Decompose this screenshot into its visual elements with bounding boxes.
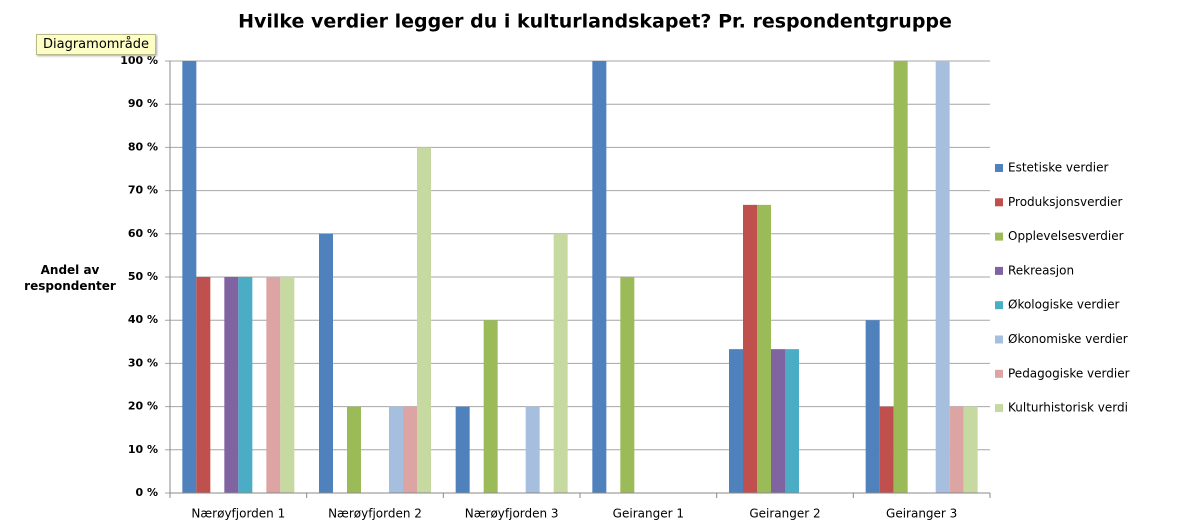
- legend-label: Pedagogiske verdier: [1008, 366, 1130, 380]
- y-tick-label: 30 %: [128, 356, 158, 369]
- legend-swatch: [995, 232, 1003, 241]
- x-tick-label: Geiranger 2: [749, 507, 820, 521]
- y-tick-label: 60 %: [128, 227, 158, 240]
- legend-label: Opplevelsesverdier: [1008, 229, 1124, 243]
- chart-title: Hvilke verdier legger du i kulturlandska…: [238, 11, 952, 33]
- legend-swatch: [995, 164, 1003, 172]
- bar: [771, 349, 785, 493]
- bar: [224, 277, 239, 493]
- tooltip: Diagramområde: [36, 34, 156, 55]
- bar: [757, 204, 771, 493]
- bar: [865, 320, 880, 493]
- bar: [620, 277, 635, 493]
- bar: [455, 406, 470, 493]
- legend-label: Estetiske verdier: [1008, 161, 1108, 175]
- bar: [196, 277, 211, 493]
- legend-swatch: [995, 335, 1003, 344]
- legend-label: Kulturhistorisk verdi: [1008, 401, 1128, 415]
- bar: [935, 61, 950, 493]
- bar: [949, 406, 964, 493]
- bar: [266, 277, 281, 493]
- x-tick-label: Nærøyfjorden 2: [328, 507, 422, 521]
- bar: [319, 233, 333, 494]
- x-tick-label: Nærøyfjorden 3: [465, 507, 559, 521]
- y-tick-label: 0 %: [135, 486, 158, 499]
- y-tick-label: 40 %: [128, 313, 158, 326]
- bar: [592, 61, 607, 493]
- bar: [238, 277, 253, 493]
- bar: [483, 320, 498, 493]
- bar: [963, 406, 978, 493]
- y-tick-label: 100 %: [120, 54, 158, 67]
- bar: [525, 406, 540, 493]
- legend-label: Rekreasjon: [1008, 263, 1074, 277]
- y-axis-label: Andel av respondenter: [24, 263, 116, 293]
- legend-label: Økologiske verdier: [1008, 298, 1119, 312]
- bar: [280, 277, 295, 493]
- y-tick-label: 80 %: [128, 140, 158, 153]
- legend-label: Produksjonsverdier: [1008, 195, 1123, 209]
- x-tick-label: Nærøyfjorden 1: [191, 507, 285, 521]
- legend-swatch: [995, 198, 1003, 207]
- y-tick-label: 90 %: [128, 97, 158, 110]
- legend-label: Økonomiske verdier: [1008, 332, 1128, 346]
- y-tick-label: 70 %: [128, 184, 158, 197]
- legend-swatch: [995, 301, 1003, 310]
- y-tick-label: 50 %: [128, 270, 158, 283]
- bar: [879, 406, 894, 493]
- x-tick-label: Geiranger 3: [886, 507, 957, 521]
- bar: [743, 204, 757, 493]
- y-tick-label: 20 %: [128, 400, 158, 413]
- bar: [417, 147, 431, 493]
- bar: [389, 406, 403, 493]
- bar: [553, 233, 568, 494]
- bar: [785, 349, 799, 493]
- legend-swatch: [995, 266, 1003, 275]
- bar: [182, 61, 197, 493]
- bar: [347, 406, 361, 493]
- legend-swatch: [995, 369, 1003, 378]
- bar: [403, 406, 417, 493]
- bar: [729, 349, 743, 493]
- y-tick-label: 10 %: [128, 443, 158, 456]
- bar: [893, 61, 908, 493]
- x-tick-label: Geiranger 1: [613, 507, 684, 521]
- legend-swatch: [995, 404, 1003, 413]
